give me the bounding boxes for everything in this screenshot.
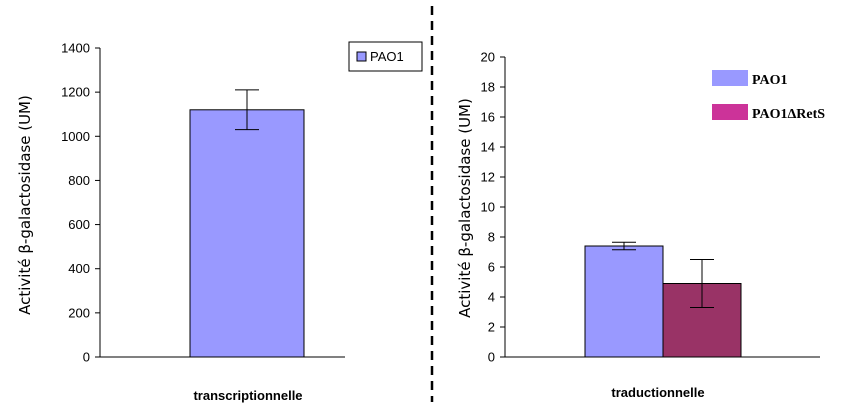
- left-y-tick-label: 400: [68, 261, 90, 276]
- right-y-tick-label: 4: [488, 290, 495, 305]
- left-error-bar-pao1: [235, 89, 259, 131]
- right-error-bar-pao1-rets: [690, 259, 714, 308]
- left-legend: PAO1: [348, 41, 423, 72]
- translation-chart: 0 2 4 6 8 10 12 14 16 18 20 Activité β-galactosida…: [456, 50, 825, 401]
- right-legend-swatch-pao1: [712, 70, 748, 86]
- left-y-tick-label: 800: [68, 173, 90, 188]
- left-y-tick-label: 1200: [61, 85, 90, 100]
- right-y-tick-label: 16: [481, 110, 495, 125]
- left-y-tick-label: 1400: [61, 41, 90, 56]
- right-error-bar-pao1: [612, 241, 636, 251]
- right-bar-pao1: [584, 245, 664, 358]
- left-legend-label-pao1: PAO1: [370, 49, 404, 64]
- right-y-tick-label: 0: [488, 350, 495, 365]
- right-y-tick-label: 2: [488, 320, 495, 335]
- left-x-category-label: transcriptionnelle: [193, 388, 302, 403]
- right-y-tick-label: 14: [481, 140, 495, 155]
- right-y-tick-label: 10: [481, 200, 495, 215]
- left-y-tick-label: 200: [68, 305, 90, 320]
- transcription-chart: 0 200 400 600 800 1000 1200 1400 Activité β-gal…: [16, 41, 423, 403]
- right-y-tick-label: 20: [481, 50, 495, 65]
- left-y-tick-label: 1000: [61, 129, 90, 144]
- right-y-tick-label: 12: [481, 170, 495, 185]
- right-legend-swatch-pao1-delta-rets: [712, 104, 748, 120]
- left-y-axis-label: Activité β-galactosidase (UM): [16, 95, 34, 315]
- right-legend-label-pao1-delta-rets: PAO1ΔRetS: [752, 107, 825, 122]
- right-y-tick-label: 8: [488, 230, 495, 245]
- right-y-axis-label: Activité β-galactosidase (UM): [456, 98, 474, 318]
- left-y-tick-label: 600: [68, 217, 90, 232]
- left-legend-swatch-pao1: [356, 51, 367, 62]
- right-y-tick-label: 6: [488, 260, 495, 275]
- left-y-tick-label: 0: [83, 350, 90, 365]
- right-y-tick-label: 18: [481, 80, 495, 95]
- right-legend: PAO1 PAO1ΔRetS: [712, 70, 825, 122]
- right-legend-label-pao1: PAO1: [752, 73, 788, 88]
- left-bar-pao1: [189, 109, 305, 358]
- right-x-category-label: traductionnelle: [611, 385, 704, 400]
